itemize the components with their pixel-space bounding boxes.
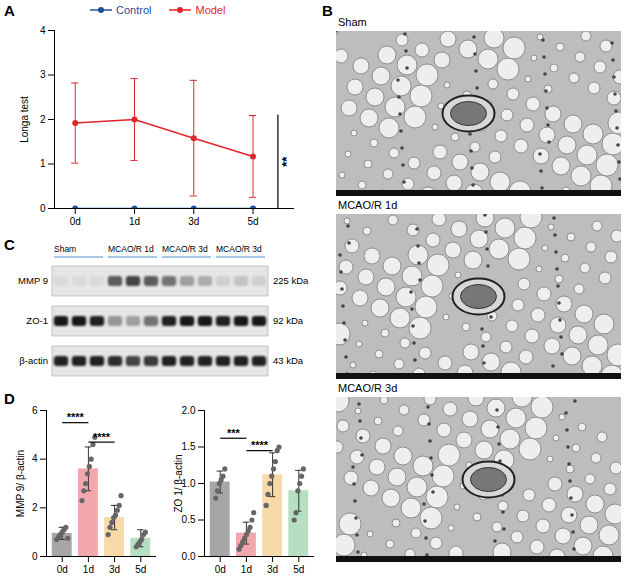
svg-text:92 kDa: 92 kDa <box>273 315 304 326</box>
svg-text:1d: 1d <box>129 216 140 227</box>
svg-text:2: 2 <box>32 502 38 513</box>
svg-text:0d: 0d <box>57 564 68 575</box>
svg-text:2: 2 <box>40 114 46 125</box>
svg-text:***: *** <box>227 427 241 439</box>
svg-text:225 kDa: 225 kDa <box>273 275 309 286</box>
html-text:Control: Control <box>116 4 152 16</box>
svg-text:3d: 3d <box>188 216 199 227</box>
svg-text:4: 4 <box>32 453 38 464</box>
svg-text:****: **** <box>67 411 85 423</box>
svg-text:MMP 9/ β-actin: MMP 9/ β-actin <box>15 450 26 517</box>
html-text:B: B <box>322 2 333 19</box>
svg-text:Longa test: Longa test <box>19 96 30 143</box>
html-text:D: D <box>4 390 15 407</box>
svg-text:**: ** <box>279 156 294 167</box>
svg-text:Sham: Sham <box>54 244 76 254</box>
svg-text:ZO 1/ β-actin: ZO 1/ β-actin <box>173 455 184 513</box>
svg-text:ZO-1: ZO-1 <box>26 315 48 326</box>
svg-text:0d: 0d <box>215 564 226 575</box>
svg-text:0: 0 <box>40 203 46 214</box>
svg-text:1.0: 1.0 <box>182 478 196 489</box>
svg-text:6: 6 <box>32 405 38 416</box>
svg-text:MCAO/R 3d: MCAO/R 3d <box>162 244 208 254</box>
svg-text:1d: 1d <box>241 564 252 575</box>
svg-text:β-actin: β-actin <box>19 355 48 366</box>
svg-text:0.5: 0.5 <box>182 514 196 525</box>
html-text:Sham: Sham <box>338 16 367 28</box>
svg-text:3d: 3d <box>109 564 120 575</box>
svg-text:4: 4 <box>40 25 46 36</box>
svg-text:****: **** <box>251 439 269 451</box>
html-text:MCAO/R 3d: MCAO/R 3d <box>338 382 398 394</box>
svg-text:****: **** <box>93 431 111 443</box>
svg-text:MCAO/R 1d: MCAO/R 1d <box>108 244 154 254</box>
svg-text:0d: 0d <box>70 216 81 227</box>
html-text:MCAO/R 1d: MCAO/R 1d <box>338 199 398 211</box>
svg-text:1.5: 1.5 <box>182 441 196 452</box>
svg-text:5d: 5d <box>247 216 258 227</box>
svg-text:5d: 5d <box>135 564 146 575</box>
svg-text:2.0: 2.0 <box>182 405 196 416</box>
html-text:Model: Model <box>195 4 226 16</box>
svg-text:1: 1 <box>40 158 46 169</box>
svg-text:3: 3 <box>40 69 46 80</box>
svg-text:5d: 5d <box>293 564 304 575</box>
svg-text:0: 0 <box>32 551 38 562</box>
svg-text:MMP 9: MMP 9 <box>18 275 48 286</box>
svg-text:43 kDa: 43 kDa <box>273 355 304 366</box>
svg-text:MCAO/R 3d: MCAO/R 3d <box>216 244 262 254</box>
svg-text:3d: 3d <box>267 564 278 575</box>
svg-text:0.0: 0.0 <box>182 551 196 562</box>
svg-text:1d: 1d <box>83 564 94 575</box>
html-text:C: C <box>4 236 15 253</box>
html-text:A: A <box>4 2 15 19</box>
